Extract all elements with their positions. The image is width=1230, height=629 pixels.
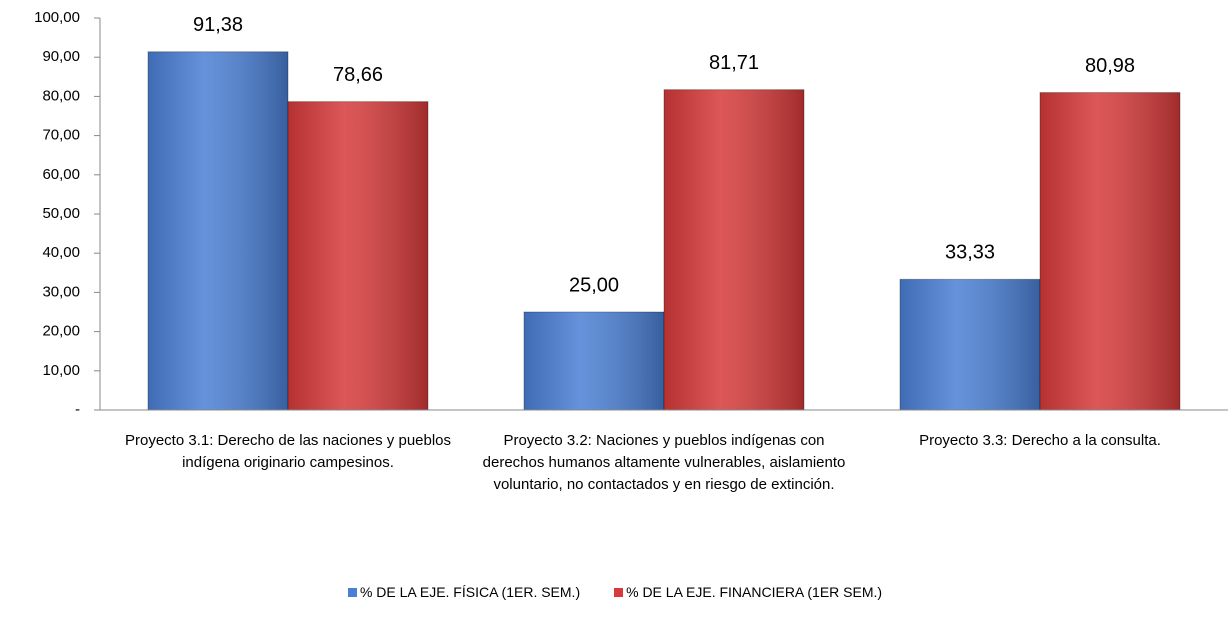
bar-shade xyxy=(524,312,664,410)
y-tick-label: 40,00 xyxy=(42,244,80,261)
data-label: 78,66 xyxy=(333,64,383,86)
x-tick-label: Proyecto 3.2: Naciones y pueblos indígen… xyxy=(482,432,846,493)
y-tick-label: 100,00 xyxy=(34,9,80,26)
bar-shade xyxy=(288,101,428,410)
data-label: 25,00 xyxy=(569,274,619,296)
x-tick-label: Proyecto 3.3: Derecho a la consulta. xyxy=(919,432,1161,449)
bar-shade xyxy=(148,51,288,410)
y-tick-label: 10,00 xyxy=(42,362,80,379)
y-tick-label: 20,00 xyxy=(42,323,80,340)
x-tick-label: Proyecto 3.1: Derecho de las naciones y … xyxy=(124,432,452,471)
y-tick-label: 70,00 xyxy=(42,127,80,144)
y-tick-label: 90,00 xyxy=(42,48,80,65)
bar-shade xyxy=(1040,92,1180,410)
legend-item: % DE LA EJE. FINANCIERA (1ER SEM.) xyxy=(614,584,882,600)
y-tick-label: 50,00 xyxy=(42,205,80,222)
legend-swatch xyxy=(347,587,357,597)
legend-label: % DE LA EJE. FÍSICA (1ER. SEM.) xyxy=(359,584,581,600)
legend-item: % DE LA EJE. FÍSICA (1ER. SEM.) xyxy=(347,584,581,600)
legend-swatch xyxy=(614,587,624,597)
legend: % DE LA EJE. FÍSICA (1ER. SEM.) % DE LA E… xyxy=(0,584,1230,600)
data-label: 91,38 xyxy=(193,14,243,36)
data-label: 80,98 xyxy=(1085,55,1135,77)
y-tick-label: - xyxy=(75,401,80,418)
bar-shade xyxy=(900,279,1040,410)
legend-label: % DE LA EJE. FINANCIERA (1ER SEM.) xyxy=(626,584,883,600)
data-label: 33,33 xyxy=(945,242,995,264)
data-label: 81,71 xyxy=(709,52,759,74)
bar-shade xyxy=(664,89,804,410)
y-tick-label: 30,00 xyxy=(42,283,80,300)
y-tick-label: 60,00 xyxy=(42,166,80,183)
y-tick-label: 80,00 xyxy=(42,87,80,104)
